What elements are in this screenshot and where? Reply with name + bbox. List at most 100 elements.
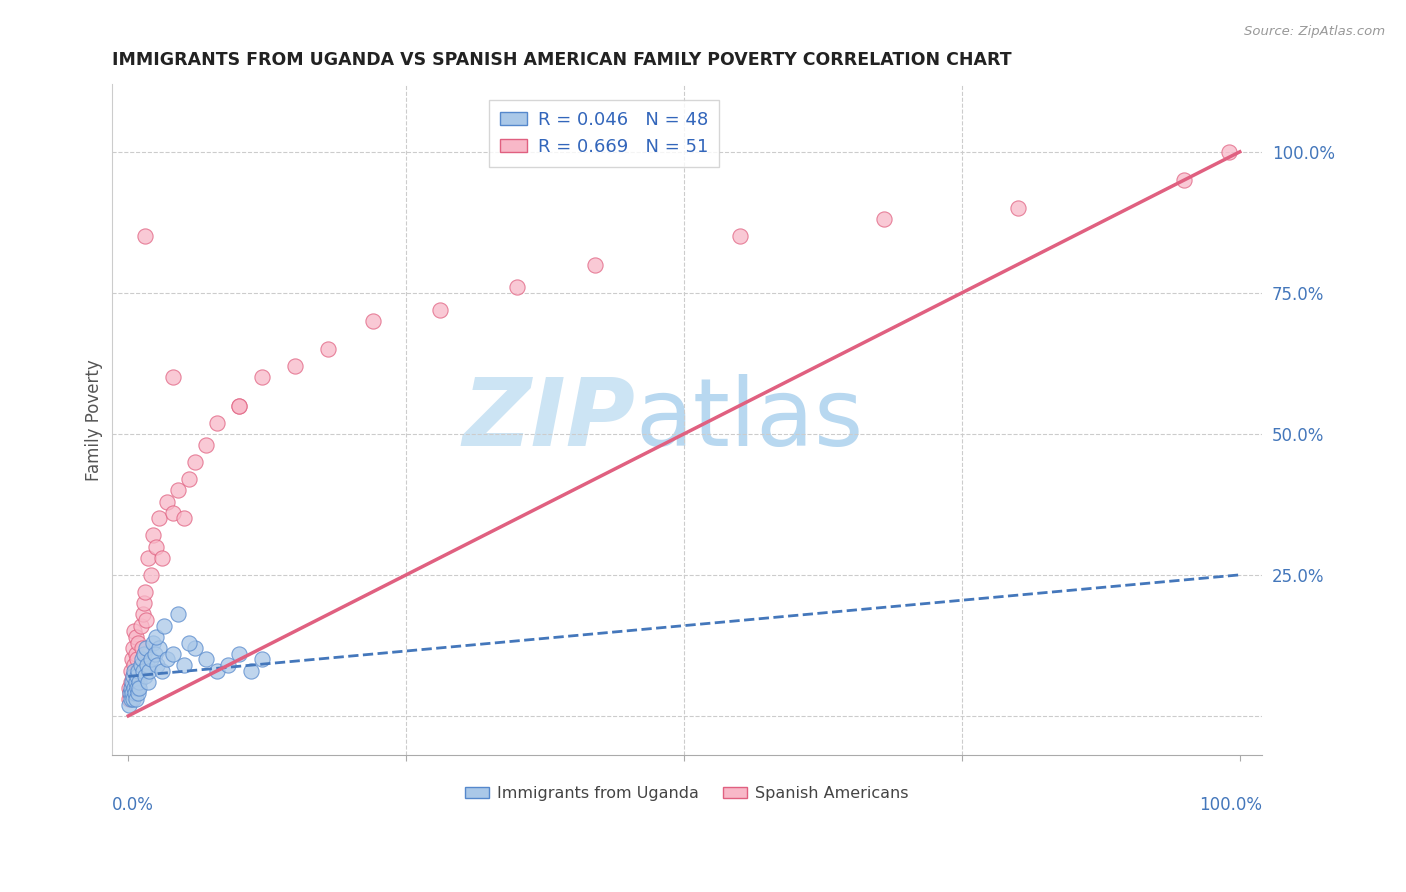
Point [239,664,262,678]
Point [153,618,176,632]
Point [145,540,167,554]
Point [127,652,149,666]
Point [150,550,173,565]
Point [134,584,156,599]
Point [361,314,384,328]
Point [132,607,155,622]
Point [124,675,146,690]
Point [205,664,228,678]
Point [506,280,529,294]
Point [131,641,153,656]
Point [125,630,148,644]
Point [136,550,159,565]
Point [122,692,145,706]
Point [873,212,896,227]
Point [124,664,146,678]
Point [120,692,142,706]
Point [145,630,167,644]
Point [173,658,195,673]
Point [167,483,190,498]
Point [184,641,207,656]
Point [132,596,155,610]
Point [121,681,143,695]
Point [179,635,201,649]
Point [156,652,179,666]
Point [138,664,160,678]
Point [284,359,307,373]
Point [217,658,239,673]
Point [124,658,146,673]
Point [136,658,159,673]
Point [127,686,149,700]
Point [173,511,195,525]
Point [728,229,751,244]
Point [195,652,218,666]
Text: Source: ZipAtlas.com: Source: ZipAtlas.com [1244,25,1385,38]
Point [132,664,155,678]
Point [250,370,273,384]
Point [250,652,273,666]
Point [122,681,145,695]
Point [135,641,157,656]
Point [124,647,146,661]
Text: 0.0%: 0.0% [111,796,153,814]
Text: IMMIGRANTS FROM UGANDA VS SPANISH AMERICAN FAMILY POVERTY CORRELATION CHART: IMMIGRANTS FROM UGANDA VS SPANISH AMERIC… [111,51,1011,69]
Point [150,664,173,678]
Point [228,647,250,661]
Point [122,669,145,683]
Point [121,686,143,700]
Point [429,302,451,317]
Point [162,370,184,384]
Point [162,506,184,520]
Point [142,635,165,649]
Point [134,229,156,244]
Y-axis label: Family Poverty: Family Poverty [86,359,103,481]
Point [128,669,150,683]
Point [128,675,150,690]
Point [179,472,201,486]
Point [129,658,152,673]
Point [148,511,170,525]
Text: ZIP: ZIP [463,374,636,466]
Point [146,658,169,673]
Point [121,641,143,656]
Point [120,675,142,690]
Point [131,652,153,666]
Point [124,675,146,690]
Point [228,399,250,413]
Point [184,455,207,469]
Point [125,669,148,683]
Point [134,669,156,683]
Point [135,613,157,627]
Point [127,664,149,678]
Point [121,669,143,683]
Point [162,647,184,661]
Point [120,664,142,678]
Point [132,647,155,661]
Point [318,343,340,357]
Legend: Immigrants from Uganda, Spanish Americans: Immigrants from Uganda, Spanish American… [458,780,915,808]
Point [583,258,606,272]
Point [195,438,218,452]
Point [129,618,152,632]
Point [121,675,143,690]
Point [228,399,250,413]
Point [121,652,143,666]
Point [136,675,159,690]
Point [1173,173,1195,187]
Point [120,681,142,695]
Point [118,698,141,712]
Point [128,681,150,695]
Text: 100.0%: 100.0% [1199,796,1263,814]
Point [167,607,190,622]
Point [142,528,165,542]
Point [127,681,149,695]
Point [156,494,179,508]
Point [118,686,141,700]
Text: atlas: atlas [636,374,863,466]
Point [122,624,145,639]
Point [118,681,141,695]
Point [118,686,141,700]
Point [124,686,146,700]
Point [118,692,141,706]
